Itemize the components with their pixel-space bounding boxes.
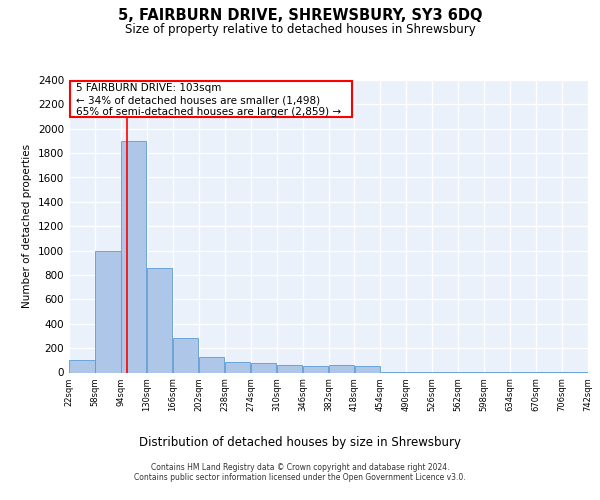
Text: 65% of semi-detached houses are larger (2,859) →: 65% of semi-detached houses are larger (… [76,108,341,118]
Text: ← 34% of detached houses are smaller (1,498): ← 34% of detached houses are smaller (1,… [76,95,320,105]
Bar [70,360,95,372]
Bar [303,366,328,372]
Bar [70,81,352,117]
Bar [95,250,121,372]
Bar [199,356,224,372]
Text: Contains HM Land Registry data © Crown copyright and database right 2024.
Contai: Contains HM Land Registry data © Crown c… [134,463,466,482]
Bar [355,366,380,372]
Text: 5, FAIRBURN DRIVE, SHREWSBURY, SY3 6DQ: 5, FAIRBURN DRIVE, SHREWSBURY, SY3 6DQ [118,8,482,22]
Bar [251,363,276,372]
Y-axis label: Number of detached properties: Number of detached properties [22,144,32,308]
Text: 5 FAIRBURN DRIVE: 103sqm: 5 FAIRBURN DRIVE: 103sqm [76,83,221,93]
Bar [329,365,354,372]
Text: Size of property relative to detached houses in Shrewsbury: Size of property relative to detached ho… [125,22,475,36]
Bar [277,365,302,372]
Bar [225,362,250,372]
Text: Distribution of detached houses by size in Shrewsbury: Distribution of detached houses by size … [139,436,461,449]
Bar [147,268,172,372]
Bar [173,338,199,372]
Bar [121,141,146,372]
